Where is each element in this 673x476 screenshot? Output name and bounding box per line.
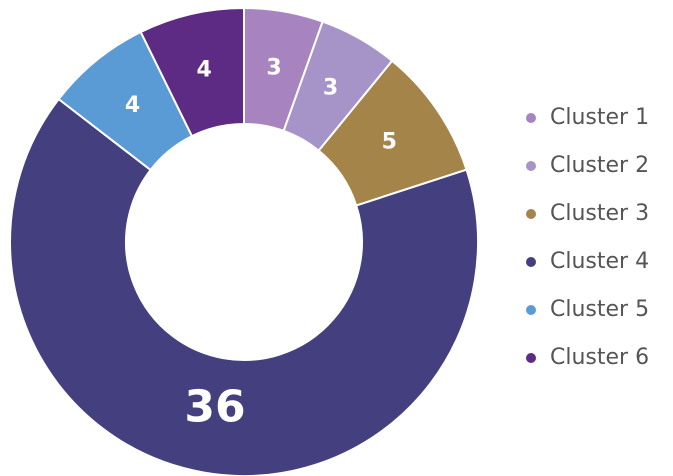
legend-marker xyxy=(526,257,536,267)
legend-label: Cluster 3 xyxy=(550,201,649,226)
legend-marker xyxy=(526,305,536,315)
slice-label: 4 xyxy=(125,93,140,118)
donut-slice xyxy=(139,6,245,138)
legend-label: Cluster 2 xyxy=(550,153,649,178)
legend-marker xyxy=(526,209,536,219)
legend-marker xyxy=(526,161,536,171)
legend-label: Cluster 4 xyxy=(550,249,649,274)
donut-slice xyxy=(9,97,479,476)
slice-label: 4 xyxy=(196,58,211,83)
slice-label: 36 xyxy=(184,382,245,433)
slice-label: 3 xyxy=(323,76,338,101)
legend-label: Cluster 1 xyxy=(550,105,649,130)
legend-label: Cluster 6 xyxy=(550,345,649,370)
slice-label: 5 xyxy=(382,130,397,155)
legend-marker xyxy=(526,353,536,363)
legend-marker xyxy=(526,113,536,123)
legend-label: Cluster 5 xyxy=(550,297,649,322)
slice-label: 3 xyxy=(266,56,281,81)
